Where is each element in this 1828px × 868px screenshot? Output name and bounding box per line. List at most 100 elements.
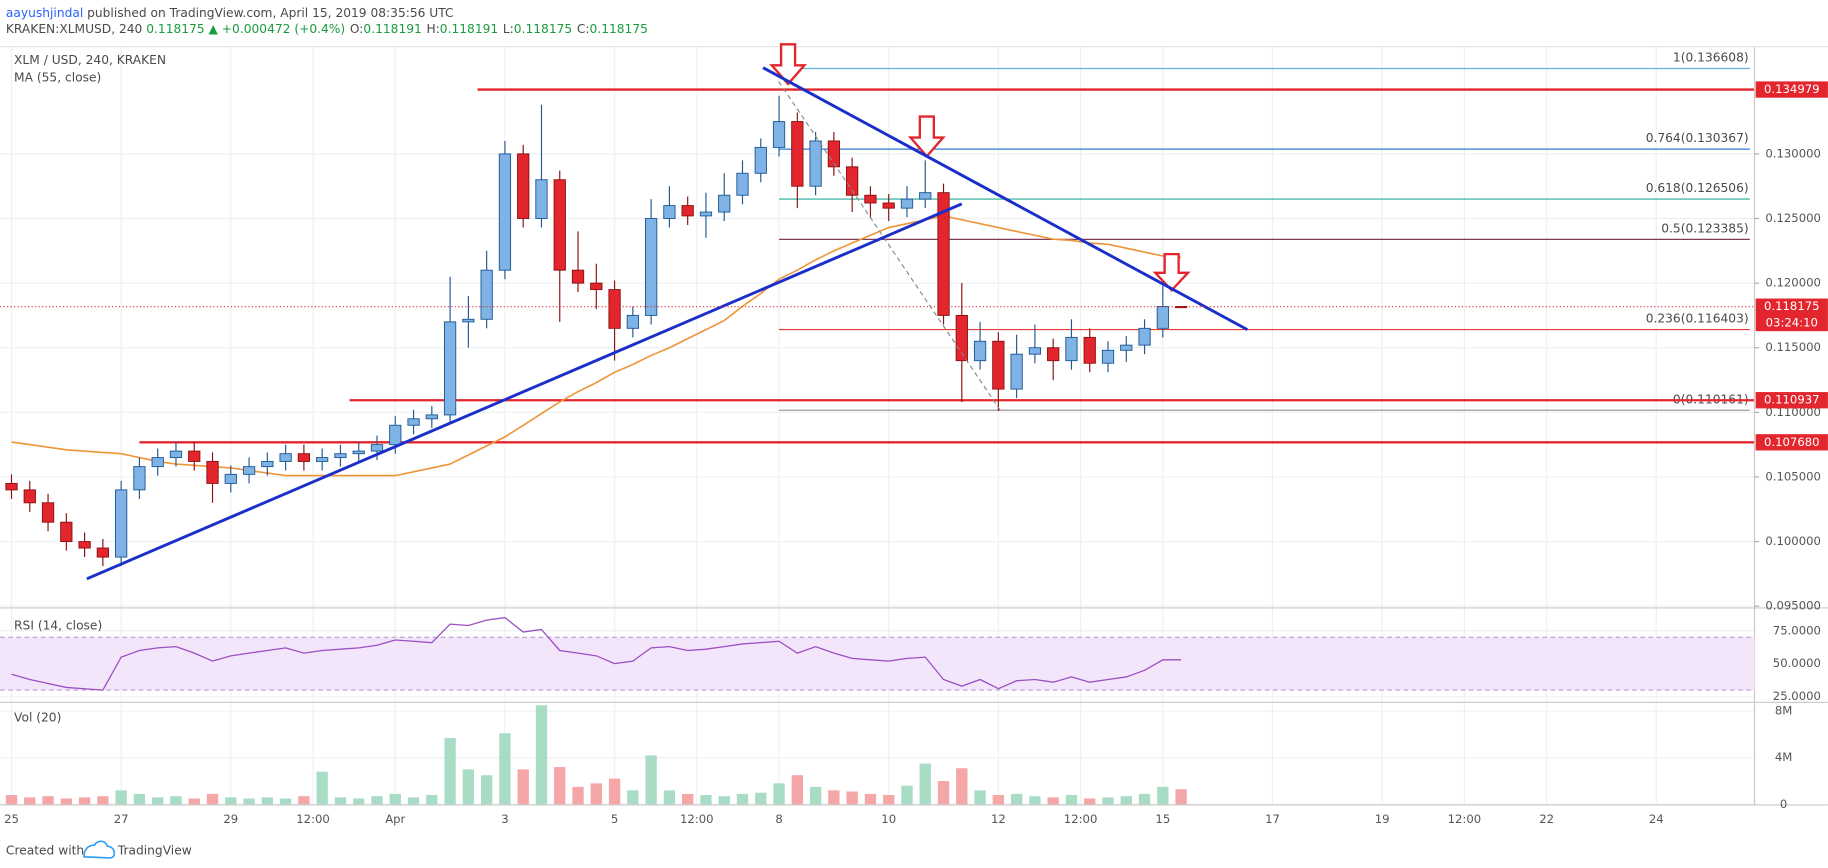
y-tick-label: 0.115000 bbox=[1765, 340, 1821, 354]
header-quote: KRAKEN:XLMUSD, 240 0.118175 ▲ +0.000472 … bbox=[6, 22, 648, 36]
volume-bar bbox=[42, 796, 54, 805]
volume-bar bbox=[133, 793, 146, 805]
candle-body bbox=[188, 450, 201, 462]
volume-bar bbox=[115, 790, 127, 805]
candle-body bbox=[644, 218, 658, 316]
candle-body bbox=[699, 211, 713, 217]
footer-brand[interactable]: TradingView bbox=[117, 843, 192, 857]
volume-tick-label: 0 bbox=[1780, 797, 1787, 811]
volume-bar bbox=[718, 796, 730, 805]
volume-tick-label: 4M bbox=[1775, 750, 1792, 764]
volume-bar bbox=[645, 755, 657, 805]
y-tick-label: 0.100000 bbox=[1765, 534, 1821, 548]
candle-body bbox=[1101, 349, 1115, 364]
level-tag bbox=[1755, 81, 1828, 98]
x-tick-label: 24 bbox=[1649, 812, 1664, 826]
volume-bar bbox=[956, 768, 968, 805]
stat-key: C: bbox=[577, 22, 590, 36]
x-tick-label: 3 bbox=[501, 812, 508, 826]
candle-body bbox=[480, 269, 493, 320]
y-tick-label: 0.105000 bbox=[1765, 469, 1821, 483]
candle-body bbox=[407, 418, 420, 426]
candle-body bbox=[498, 153, 512, 271]
volume-bar bbox=[517, 769, 529, 805]
candle-body bbox=[1174, 306, 1188, 309]
stat-value: 0.118191 bbox=[440, 22, 498, 36]
volume-bar bbox=[334, 797, 347, 805]
candle-body bbox=[151, 457, 164, 468]
volume-bar bbox=[371, 796, 383, 805]
candle-body bbox=[115, 489, 128, 558]
candle-body bbox=[1065, 336, 1078, 362]
volume-bar bbox=[901, 785, 913, 805]
candle-body bbox=[718, 194, 731, 213]
candle-body bbox=[133, 466, 146, 491]
candle-body bbox=[23, 489, 36, 504]
volume-bar bbox=[499, 733, 511, 805]
candle-body bbox=[261, 460, 274, 468]
volume-bar bbox=[700, 795, 712, 805]
candle-body bbox=[352, 450, 365, 455]
candle-body bbox=[41, 502, 55, 523]
x-tick-label: 12 bbox=[991, 812, 1006, 826]
volume-bar bbox=[809, 786, 822, 805]
fib-label: 1(0.136608) bbox=[1673, 51, 1749, 65]
volume-bar bbox=[1102, 797, 1114, 805]
level-tag-label: 0.107680 bbox=[1764, 435, 1820, 449]
candle-body bbox=[681, 205, 694, 217]
volume-bar bbox=[1084, 798, 1096, 805]
volume-bar bbox=[1120, 796, 1132, 805]
fib-label: 0.764(0.130367) bbox=[1646, 131, 1749, 145]
stat-value: 0.118175 bbox=[590, 22, 648, 36]
candle-body bbox=[169, 450, 183, 459]
header-line: aayushjindal published on TradingView.co… bbox=[6, 5, 454, 19]
rsi-tick-label: 50.0000 bbox=[1773, 656, 1821, 670]
volume-bar bbox=[24, 797, 36, 805]
author[interactable]: aayushjindal bbox=[6, 5, 83, 19]
change: 0.118175 ▲ +0.000472 (+0.4%) bbox=[146, 22, 345, 36]
volume-bar bbox=[152, 797, 164, 805]
candle-body bbox=[992, 340, 1005, 390]
volume-bar bbox=[225, 797, 237, 805]
volume-bar bbox=[279, 798, 292, 805]
candle-body bbox=[919, 192, 932, 200]
rsi-label: RSI (14, close) bbox=[14, 618, 102, 632]
x-tick-label: 29 bbox=[223, 812, 238, 826]
volume-bar bbox=[883, 795, 895, 805]
volume-bar bbox=[846, 791, 858, 805]
candle-body bbox=[846, 166, 859, 196]
rsi-tick-label: 25.0000 bbox=[1773, 689, 1821, 703]
footer-text: Created with bbox=[6, 843, 84, 857]
candle-body bbox=[1138, 327, 1151, 346]
candle-body bbox=[791, 121, 804, 187]
candle-body bbox=[864, 194, 877, 204]
candle-body bbox=[224, 473, 237, 484]
volume-bar bbox=[1029, 796, 1041, 805]
candle-body bbox=[279, 453, 292, 462]
level-tag-label: 0.134979 bbox=[1764, 82, 1820, 96]
y-tick-label: 0.130000 bbox=[1765, 146, 1821, 160]
candle-body bbox=[206, 460, 219, 484]
fib-label: 0.236(0.116403) bbox=[1646, 312, 1749, 326]
arrow-annotation bbox=[1152, 252, 1191, 292]
volume-bar bbox=[828, 790, 840, 805]
candle-body bbox=[571, 269, 585, 284]
volume-bar bbox=[407, 797, 420, 805]
candle-body bbox=[1028, 347, 1042, 355]
candle-body bbox=[389, 424, 402, 446]
volume-bar bbox=[535, 705, 548, 805]
candle-body bbox=[626, 314, 639, 329]
rsi-line bbox=[11, 616, 1182, 691]
last-price-tag bbox=[1755, 298, 1828, 332]
last-price-label: 0.118175 bbox=[1764, 299, 1820, 313]
candle-body bbox=[754, 146, 767, 174]
candle-body bbox=[608, 289, 621, 329]
candle-body bbox=[1120, 344, 1133, 351]
candle-body bbox=[425, 414, 438, 420]
volume-bar bbox=[261, 797, 274, 805]
candle-body bbox=[937, 192, 950, 316]
candle-body bbox=[882, 202, 895, 209]
candle-body bbox=[78, 541, 91, 549]
